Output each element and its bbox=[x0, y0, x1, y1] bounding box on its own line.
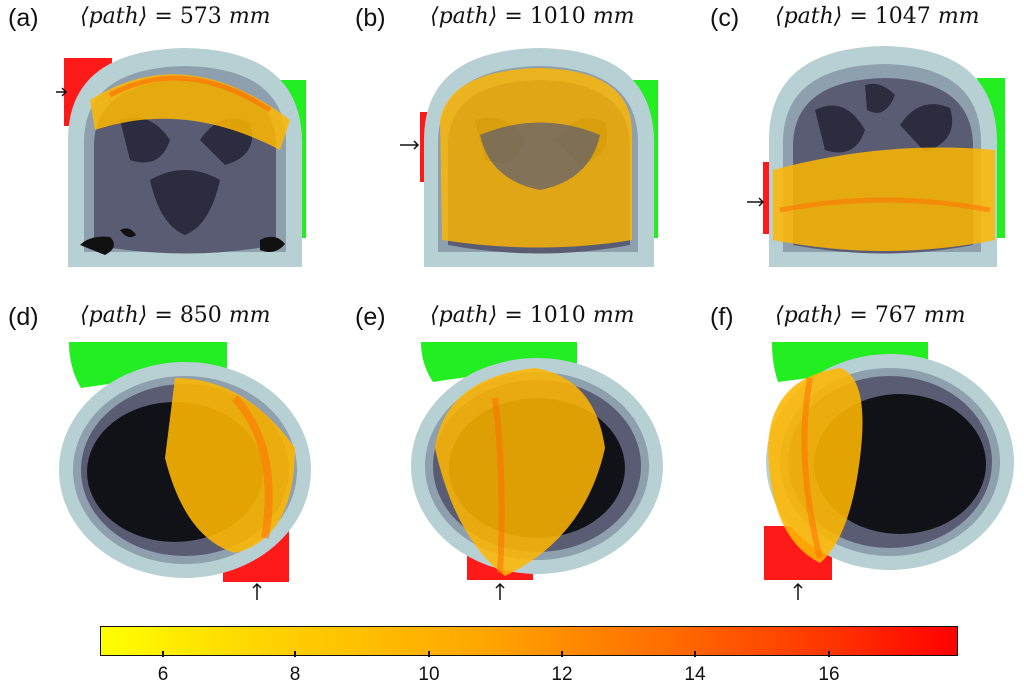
sulci bbox=[815, 83, 953, 153]
panel-d-letter: (d) bbox=[8, 303, 39, 331]
arrow-icon bbox=[495, 582, 505, 600]
colorbar-label-10: 10 bbox=[418, 664, 440, 685]
colorbar-tick-10 bbox=[428, 651, 430, 657]
photon-paths-hot bbox=[108, 75, 272, 113]
photon-paths bbox=[768, 368, 863, 563]
base-plate bbox=[68, 255, 302, 267]
photon-paths-hot bbox=[801, 377, 823, 559]
colorbar-gradient bbox=[100, 626, 958, 656]
panel-b-title: ⟨path⟩ = 1010 mm bbox=[430, 4, 635, 29]
arrow-icon bbox=[56, 87, 68, 97]
colorbar-tick-14 bbox=[694, 651, 696, 657]
colorbar-tick-8 bbox=[294, 651, 296, 657]
base-plate bbox=[424, 255, 654, 267]
colorbar-label-14: 14 bbox=[684, 664, 706, 685]
colorbar-label-8: 8 bbox=[289, 664, 301, 685]
photon-paths bbox=[165, 378, 295, 553]
panel-c-title: ⟨path⟩ = 1047 mm bbox=[775, 4, 980, 29]
panel-f-title: ⟨path⟩ = 767 mm bbox=[775, 303, 966, 328]
base-plate bbox=[769, 255, 997, 267]
panel-f-image bbox=[764, 342, 1014, 600]
colorbar-tick-16 bbox=[828, 651, 830, 657]
colorbar-tick-6 bbox=[162, 651, 164, 657]
panel-a-title: ⟨path⟩ = 573 mm bbox=[80, 4, 271, 29]
panel-c-letter: (c) bbox=[710, 4, 740, 32]
panel-e-image bbox=[411, 342, 663, 600]
colorbar-label-16: 16 bbox=[818, 664, 840, 685]
dark-patches bbox=[80, 228, 285, 255]
panel-d-title: ⟨path⟩ = 850 mm bbox=[80, 303, 271, 328]
panel-b-letter: (b) bbox=[355, 4, 386, 32]
photon-inner-hole bbox=[480, 122, 600, 190]
panel-e-letter: (e) bbox=[355, 303, 386, 331]
arrow-icon bbox=[400, 140, 420, 150]
panel-b-image bbox=[400, 48, 658, 267]
panel-f-letter: (f) bbox=[710, 303, 734, 331]
photon-paths-hot bbox=[779, 197, 991, 213]
panel-e-title: ⟨path⟩ = 1010 mm bbox=[430, 303, 635, 328]
panel-a-image bbox=[56, 48, 306, 267]
colorbar-label-6: 6 bbox=[157, 664, 169, 685]
detector-marker bbox=[421, 342, 577, 382]
panel-a-letter: (a) bbox=[8, 4, 39, 32]
arrow-icon bbox=[793, 582, 803, 600]
panel-d-image bbox=[59, 342, 311, 600]
photon-paths-hot bbox=[492, 397, 505, 574]
detector-marker bbox=[69, 342, 227, 388]
photon-paths bbox=[435, 368, 605, 576]
arrow-icon bbox=[252, 582, 262, 600]
colorbar-label-12: 12 bbox=[551, 664, 573, 685]
arrow-icon bbox=[747, 197, 765, 207]
colorbar-tick-12 bbox=[561, 651, 563, 657]
colorbar bbox=[100, 626, 958, 658]
photon-paths-hot bbox=[232, 395, 273, 539]
panel-c-image bbox=[747, 46, 1005, 267]
